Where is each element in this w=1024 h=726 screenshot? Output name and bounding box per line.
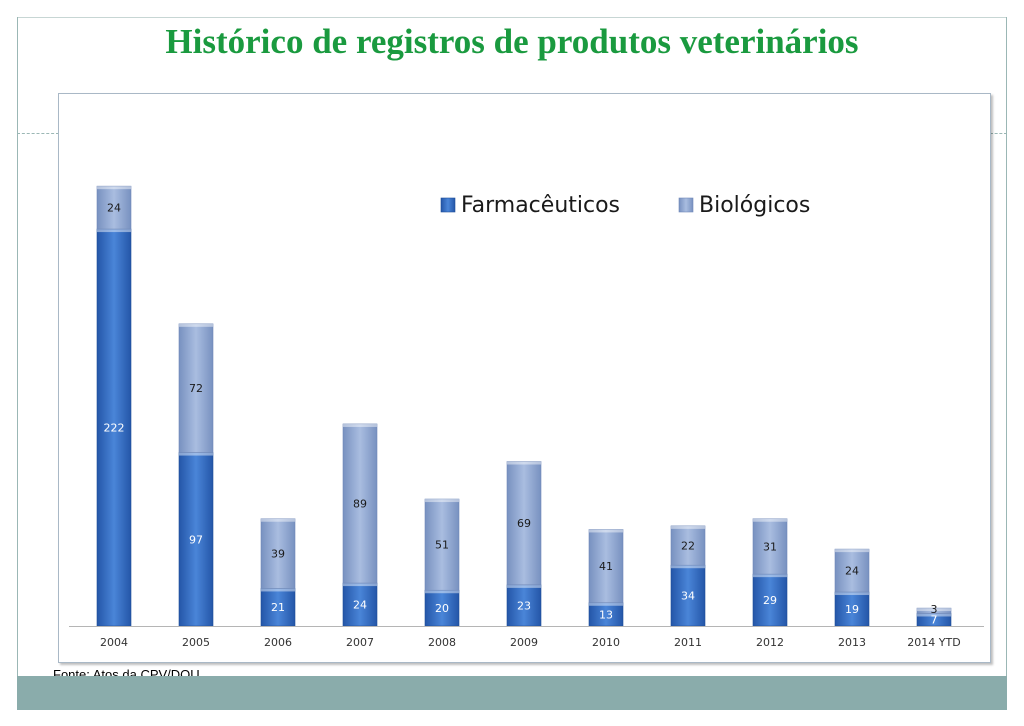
bar-highlight [425,590,459,594]
x-tick-label: 2012 [756,636,784,649]
bar-highlight [261,518,295,522]
bar-farmaceuticos-2013 [834,591,870,627]
bar-highlight [507,461,541,465]
data-label: 69 [517,517,531,530]
x-tick-label: 2009 [510,636,538,649]
bar-biologicos-2011 [670,525,706,566]
data-label: 29 [763,594,777,607]
data-label: 89 [353,498,367,511]
bar-farmaceuticos-2004 [96,228,132,627]
data-label: 22 [681,540,695,553]
data-label: 24 [845,565,859,578]
bar-highlight [835,592,869,596]
bar-highlight [425,499,459,503]
bar-highlight [97,229,131,233]
bar-biologicos-2008 [424,498,460,591]
bar-highlight [179,323,213,327]
bar-farmaceuticos-2009 [506,584,542,627]
bar-highlight [917,613,951,617]
divider-line-left [17,133,59,134]
data-label: 97 [189,533,203,546]
data-label: 21 [271,601,285,614]
x-tick-label: 2014 YTD [907,636,960,649]
bar-biologicos-2004 [96,185,132,230]
divider-line-right [990,133,1007,134]
bar-highlight [507,584,541,588]
bar-highlight [179,452,213,456]
bar-highlight [589,602,623,606]
slide-frame-left [17,17,18,676]
bar-highlight [97,186,131,190]
slide-frame-right [1006,17,1007,676]
legend-label: Biológicos [699,193,810,218]
x-tick-label: 2005 [182,636,210,649]
legend-swatch [678,197,694,213]
data-label: 41 [599,560,613,573]
x-tick-label: 2013 [838,636,866,649]
legend-swatch [440,197,456,213]
footer-band [17,676,1007,710]
slide-title: Histórico de registros de produtos veter… [165,22,859,61]
x-tick-label: 2008 [428,636,456,649]
stacked-bar-chart: 222 24 97 72 21 39 24 89 20 51 23 69 13 41 34 22 29 31 19 2… [69,185,984,649]
bar-highlight [835,549,869,553]
bar-biologicos-2009 [506,461,542,586]
bar-biologicos-2007 [342,423,378,584]
x-tick-label: 2004 [100,636,128,649]
bar-biologicos-2012 [752,518,788,575]
data-label: 31 [763,540,777,553]
data-label: 23 [517,599,531,612]
bar-farmaceuticos-2012 [752,573,788,627]
bar-highlight [917,608,951,612]
bar-highlight [671,565,705,569]
data-label: 24 [353,599,367,612]
x-tick-label: 2007 [346,636,374,649]
data-label: 24 [107,202,121,215]
data-label: 3 [931,603,938,616]
legend-item-farmaceuticos: Farmacêuticos [440,193,620,218]
data-label: 13 [599,608,613,621]
bar-farmaceuticos-2011 [670,564,706,627]
legend-item-biologicos: Biológicos [678,193,810,218]
bar-highlight [753,574,787,578]
bar-highlight [671,525,705,529]
data-label: 19 [845,603,859,616]
bar-highlight [589,529,623,533]
slide-frame-top [17,17,1007,18]
bar-highlight [343,423,377,427]
data-label: 39 [271,548,285,561]
bar-biologicos-2014-YTD [916,607,952,614]
x-tick-label: 2006 [264,636,292,649]
data-label: 222 [104,422,125,435]
bar-biologicos-2005 [178,323,214,453]
data-label: 7 [931,614,938,627]
data-label: 34 [681,590,695,603]
bar-biologicos-2013 [834,548,870,593]
x-tick-label: 2010 [592,636,620,649]
bar-highlight [261,588,295,592]
data-label: 72 [189,382,203,395]
bar-highlight [753,518,787,522]
bar-highlight [343,583,377,587]
data-label: 20 [435,602,449,615]
data-label: 51 [435,539,449,552]
bar-biologicos-2006 [260,518,296,589]
chart-area: 222 24 97 72 21 39 24 89 20 51 23 69 13 41 34 22 29 31 19 2… [58,93,991,663]
x-tick-label: 2011 [674,636,702,649]
bar-biologicos-2010 [588,529,624,604]
legend-label: Farmacêuticos [461,193,620,218]
